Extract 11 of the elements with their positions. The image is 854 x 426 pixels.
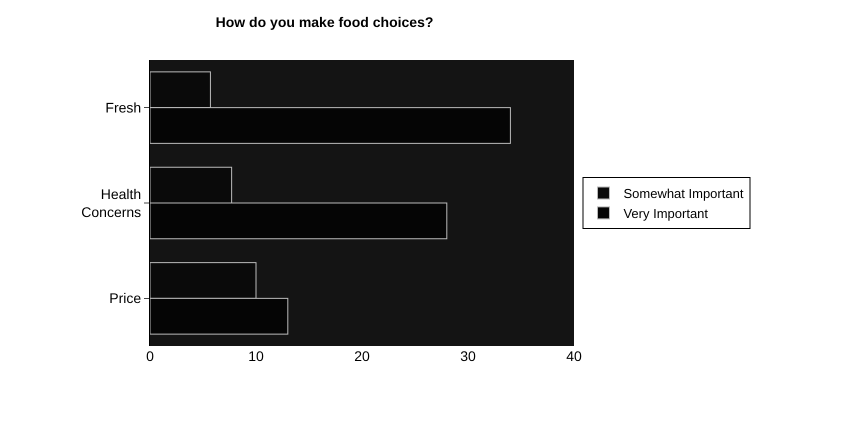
legend-label: Somewhat Important <box>623 186 744 202</box>
x-tick-label: 10 <box>248 348 264 364</box>
legend-label: Very Important <box>623 206 708 221</box>
y-tick-label: Health Concerns <box>81 186 142 220</box>
x-tick-label: 0 <box>146 348 154 364</box>
x-tick-label: 30 <box>460 348 476 364</box>
x-tick-label: 20 <box>354 348 370 364</box>
y-tick-label: Fresh <box>105 100 142 116</box>
x-tick-label: 40 <box>566 348 582 364</box>
y-tick-label: Price <box>109 290 142 306</box>
chart-title: How do you make food choices? <box>216 14 434 30</box>
